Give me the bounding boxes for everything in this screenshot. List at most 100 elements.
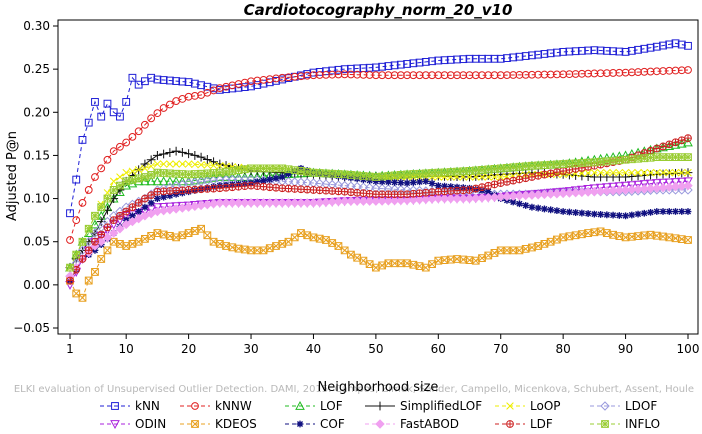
x-tick-label: 50	[368, 342, 383, 356]
data-point-knn	[334, 65, 343, 74]
legend-swatch-marker	[295, 400, 305, 410]
data-point-knn	[172, 77, 181, 85]
legend-swatch-marker	[601, 420, 609, 428]
data-point-cof	[272, 174, 280, 182]
data-point-simplifiedlof	[177, 148, 187, 157]
data-point-cof	[653, 208, 661, 215]
data-point-kdeos	[553, 235, 561, 244]
data-point-knnw	[153, 109, 162, 118]
data-point-kdeos	[190, 227, 199, 235]
data-point-kdeos	[534, 242, 543, 250]
data-point-kdeos	[559, 233, 568, 242]
data-point-loop	[496, 173, 505, 181]
data-point-knnw	[384, 71, 393, 80]
legend-item-odin: ODIN	[100, 417, 166, 431]
data-point-fastabod	[133, 213, 144, 224]
x-tick-label: 70	[493, 342, 508, 356]
data-point-kdeos	[209, 237, 218, 246]
data-point-inflo	[478, 166, 486, 174]
legend-swatch-marker	[506, 420, 514, 428]
data-point-kdeos	[272, 242, 280, 250]
data-point-cof	[609, 211, 617, 219]
series-layer	[65, 39, 693, 302]
data-point-kdeos	[265, 244, 274, 253]
data-point-knnw	[396, 71, 405, 80]
data-point-kdeos	[328, 239, 337, 247]
data-point-ldf	[234, 182, 243, 191]
data-point-inflo	[640, 154, 649, 163]
data-point-knnw	[159, 104, 168, 112]
data-point-fastabod	[296, 198, 306, 208]
data-point-knnw	[677, 66, 686, 75]
data-point-kdeos	[222, 242, 230, 250]
data-point-knn	[97, 112, 106, 121]
data-point-knn	[128, 73, 137, 82]
data-point-cof	[153, 195, 161, 202]
data-point-ldf	[546, 169, 555, 178]
data-point-knnw	[515, 71, 524, 79]
data-point-loop	[490, 173, 499, 181]
data-point-kdeos	[116, 239, 124, 248]
data-point-cof	[441, 182, 448, 190]
data-point-kdeos	[378, 261, 387, 270]
data-point-kdeos	[103, 246, 112, 255]
data-point-knnw	[328, 70, 337, 79]
data-point-kdeos	[347, 250, 355, 259]
data-point-cof	[534, 204, 542, 212]
data-point-knnw	[571, 70, 580, 78]
data-point-inflo	[97, 203, 106, 212]
data-point-loop	[109, 177, 118, 186]
data-point-cof	[584, 210, 592, 217]
data-point-knnw	[303, 71, 312, 80]
data-point-lof	[90, 219, 100, 229]
data-point-knnw	[390, 71, 399, 80]
data-point-loop	[590, 168, 599, 177]
data-point-kdeos	[340, 246, 349, 255]
data-point-kdeos	[72, 289, 81, 298]
data-point-lof	[670, 139, 681, 149]
data-point-knnw	[109, 147, 118, 156]
data-point-loop	[178, 160, 187, 168]
y-tick-label: 0.30	[23, 19, 50, 33]
data-point-kdeos	[440, 256, 449, 265]
y-tick-label: −0.05	[13, 321, 50, 335]
data-point-cof	[678, 208, 686, 215]
data-point-kdeos	[134, 237, 143, 246]
data-point-cof	[559, 208, 567, 215]
axes: 1 10 20 30 40 50 60 70 80 90 100 −0.05 0.00 0.05 0.10 0…	[13, 19, 699, 356]
data-point-inflo	[116, 181, 124, 190]
data-point-inflo	[128, 175, 137, 184]
data-point-kdeos	[609, 230, 617, 239]
data-point-kdeos	[584, 229, 593, 237]
data-point-kdeos	[521, 245, 530, 253]
data-point-ldf	[534, 171, 543, 180]
data-point-cof	[434, 182, 442, 190]
data-point-fastabod	[115, 224, 125, 234]
legend-label: LOF	[320, 399, 343, 413]
data-point-ldf	[340, 187, 349, 196]
data-point-loop	[659, 168, 667, 177]
data-point-fastabod	[240, 198, 250, 208]
data-point-loop	[603, 168, 611, 177]
legend-label: LDOF	[625, 399, 657, 413]
legend-swatch-marker	[296, 420, 304, 428]
data-point-inflo	[134, 174, 143, 183]
data-point-knnw	[565, 70, 574, 79]
data-point-knnw	[409, 71, 418, 80]
data-point-cof	[141, 203, 149, 211]
data-point-lof	[146, 176, 156, 186]
data-point-knnw	[478, 71, 486, 80]
data-point-knnw	[453, 71, 461, 80]
data-point-kdeos	[165, 232, 174, 240]
data-point-loop	[153, 160, 162, 168]
data-point-fastabod	[439, 193, 450, 204]
series-inflo	[66, 153, 692, 272]
data-point-knnw	[403, 71, 411, 80]
data-point-knn	[328, 66, 337, 75]
data-point-ldf	[553, 168, 561, 176]
legend-item-knn: kNN	[100, 399, 160, 413]
data-point-odin	[645, 179, 656, 189]
data-point-kdeos	[359, 256, 368, 265]
legend-swatch-marker	[111, 402, 119, 410]
